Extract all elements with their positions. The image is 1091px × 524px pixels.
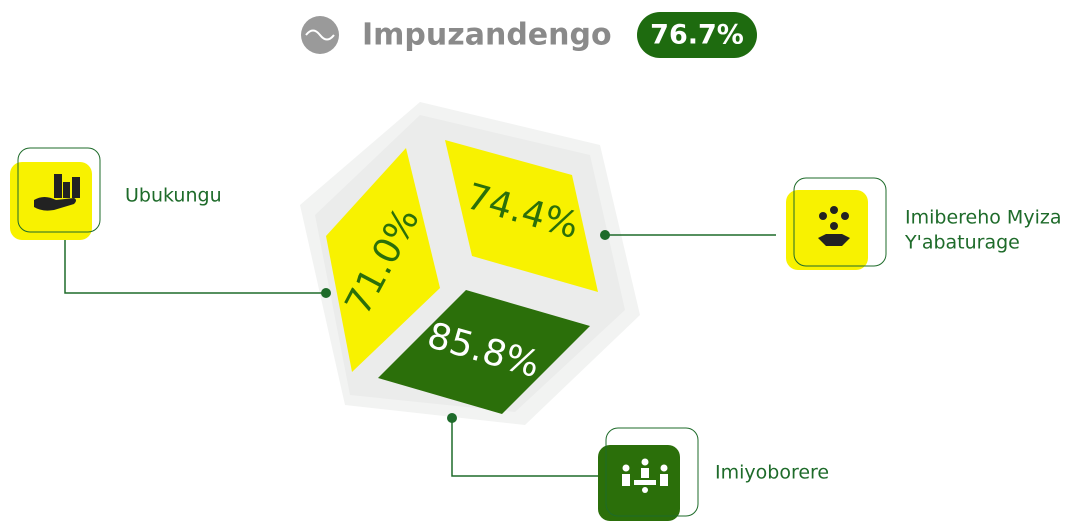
icon-box-outline: [793, 177, 887, 267]
connector-dot: [600, 230, 610, 240]
pillar-label: Imiyoborere: [715, 462, 829, 484]
average-badge: [637, 12, 757, 58]
face-right: [445, 140, 598, 292]
pillar-label: Ubukungu: [125, 185, 222, 207]
pillar-label: Y'abaturage: [904, 232, 1020, 254]
governance-icon: [622, 458, 668, 493]
social-icon: [818, 206, 850, 246]
pillar-label: Imibereho Myiza: [905, 207, 1061, 229]
face-bottom: [378, 290, 590, 414]
face-left: [326, 148, 440, 372]
icon-box-outline: [605, 427, 699, 517]
icon-box: [786, 190, 868, 270]
connector-dot: [447, 413, 457, 423]
connector: [64, 236, 326, 294]
icon-box-outline: [17, 147, 101, 233]
connector: [451, 418, 598, 477]
economy-icon: [34, 174, 80, 211]
header-icon-wave: [305, 29, 335, 41]
connector-dot: [321, 288, 331, 298]
header-title: Impuzandengo: [362, 18, 612, 53]
average-value: 76.7%: [650, 20, 744, 51]
